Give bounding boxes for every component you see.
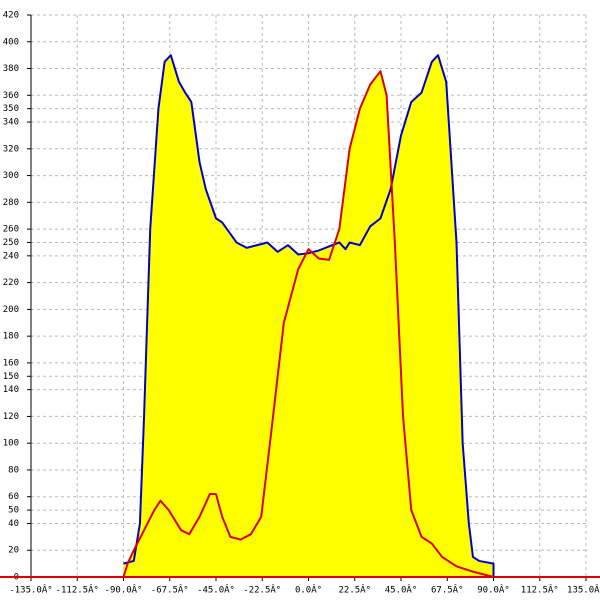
y-tick-label: 380 bbox=[3, 64, 19, 74]
y-tick-label: 80 bbox=[8, 465, 19, 475]
area bbox=[123, 71, 494, 577]
y-tick-label: 60 bbox=[8, 492, 19, 502]
line bbox=[122, 70, 494, 578]
x-tick-label: -22.5Â° bbox=[243, 584, 281, 596]
x-tick-label: 112.5Â° bbox=[521, 584, 559, 596]
x-tick-label: 135.0Â° bbox=[567, 584, 600, 596]
y-tick-label: 50 bbox=[8, 506, 19, 516]
y-tick-label: 100 bbox=[3, 439, 19, 449]
y-tick-label: 260 bbox=[3, 225, 19, 235]
x-tick-label: -90.0Â° bbox=[105, 584, 143, 596]
x-tick-label: 67.5Â° bbox=[431, 584, 464, 596]
y-tick-label: 120 bbox=[3, 412, 19, 422]
x-tick-label: 0.0Â° bbox=[295, 584, 322, 596]
y-tick-label: 160 bbox=[3, 358, 19, 368]
y-tick-label: 340 bbox=[3, 118, 19, 128]
y-tick-label: 40 bbox=[8, 519, 19, 529]
y-tick-label: 20 bbox=[8, 546, 19, 556]
y-tick-label: 350 bbox=[3, 104, 19, 114]
y-tick-label: 300 bbox=[3, 171, 19, 181]
x-tick-label: -112.5Â° bbox=[56, 584, 99, 596]
y-tick-label: 150 bbox=[3, 372, 19, 382]
x-tick-label: 90.0Â° bbox=[477, 584, 510, 596]
x-tick-label: -135.0Â° bbox=[9, 584, 52, 596]
y-tick-label: 420 bbox=[3, 11, 19, 21]
y-tick-label: 400 bbox=[3, 37, 19, 47]
y-tick-label: 240 bbox=[3, 251, 19, 261]
y-tick-label: 250 bbox=[3, 238, 19, 248]
x-tick-label: 45.0Â° bbox=[385, 584, 418, 596]
y-tick-label: 180 bbox=[3, 332, 19, 342]
x-tick-label: -45.0Â° bbox=[197, 584, 235, 596]
line bbox=[123, 54, 495, 577]
y-tick-label: 360 bbox=[3, 91, 19, 101]
y-tick-label: 140 bbox=[3, 385, 19, 395]
x-tick-label: -67.5Â° bbox=[151, 584, 189, 596]
y-tick-label: 320 bbox=[3, 144, 19, 154]
x-tick-label: 22.5Â° bbox=[338, 584, 371, 596]
y-tick-label: 220 bbox=[3, 278, 19, 288]
y-tick-label: 280 bbox=[3, 198, 19, 208]
y-tick-label: 200 bbox=[3, 305, 19, 315]
